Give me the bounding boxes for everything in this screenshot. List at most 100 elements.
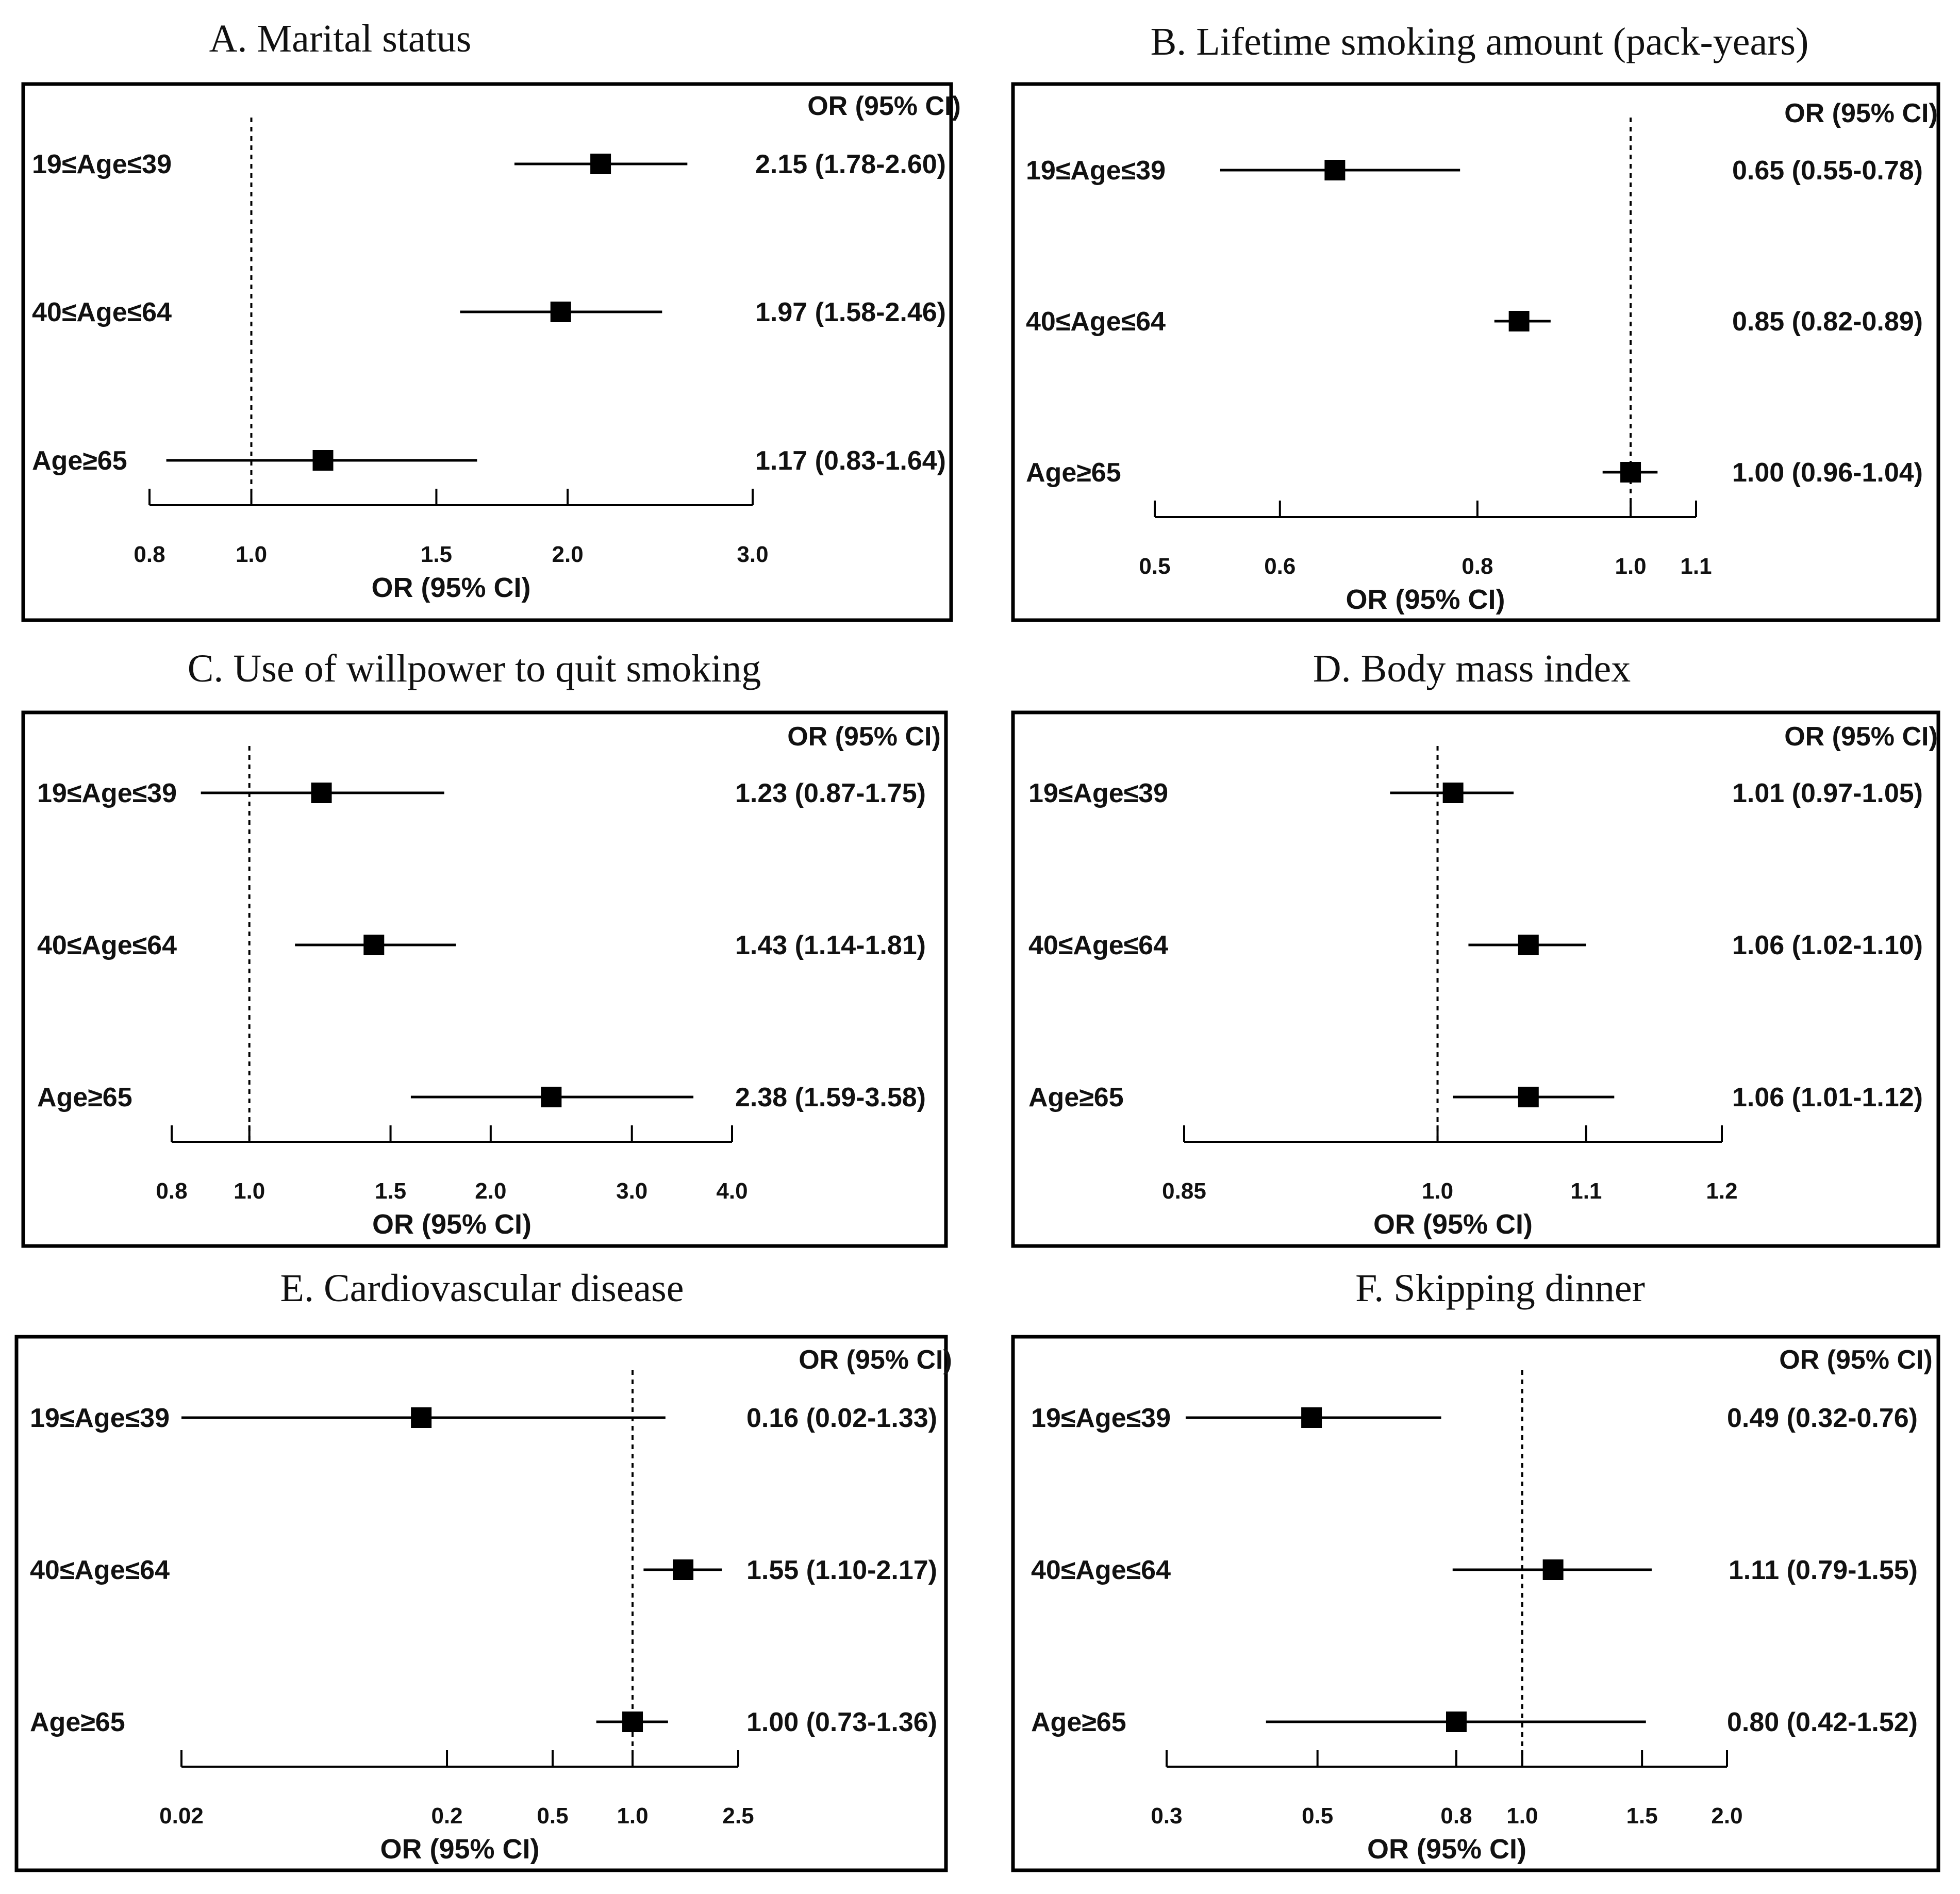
- x-axis-title: OR (95% CI): [1367, 1834, 1526, 1865]
- row-label: Age≥65: [1026, 458, 1121, 488]
- x-axis-title: OR (95% CI): [380, 1834, 539, 1865]
- or-marker: [1518, 1087, 1539, 1107]
- row-label: Age≥65: [30, 1707, 125, 1737]
- row-label: 40≤Age≤64: [1031, 1555, 1171, 1585]
- panel-frame: [21, 710, 948, 1248]
- x-tick-label: 1.1: [1680, 554, 1712, 579]
- x-tick-label: 0.5: [1302, 1803, 1333, 1829]
- x-axis-title: OR (95% CI): [1373, 1209, 1533, 1240]
- panel-frame: [1011, 82, 1940, 622]
- or-value-text: 0.65 (0.55-0.78): [1732, 156, 1923, 186]
- row-label: Age≥65: [32, 446, 127, 476]
- or-marker: [1324, 160, 1346, 180]
- row-label: 40≤Age≤64: [37, 931, 177, 960]
- x-tick-label: 3.0: [737, 542, 768, 567]
- x-tick-label: 0.3: [1151, 1803, 1182, 1829]
- x-tick-label: 0.8: [1440, 1803, 1472, 1829]
- x-tick-label: 0.6: [1264, 554, 1295, 579]
- panel-title: B. Lifetime smoking amount (pack-years): [1151, 20, 1809, 63]
- or-value-text: 1.00 (0.96-1.04): [1732, 458, 1923, 488]
- or-value-text: 1.01 (0.97-1.05): [1732, 778, 1923, 808]
- or-value-text: 1.06 (1.02-1.10): [1732, 931, 1923, 960]
- or-marker: [411, 1407, 432, 1428]
- x-tick-label: 0.5: [1139, 554, 1170, 579]
- or-value-text: 2.15 (1.78-2.60): [755, 149, 946, 179]
- x-tick-label: 0.02: [159, 1803, 204, 1829]
- or-value-text: 0.80 (0.42-1.52): [1727, 1707, 1918, 1737]
- or-marker: [1542, 1559, 1564, 1580]
- or-marker: [1518, 935, 1539, 955]
- x-tick-label: 1.0: [617, 1803, 648, 1829]
- or-value-text: 0.49 (0.32-0.76): [1727, 1403, 1918, 1433]
- x-tick-label: 1.0: [1615, 554, 1646, 579]
- or-ci-header: OR (95% CI): [1784, 722, 1938, 752]
- x-tick-label: 1.1: [1570, 1178, 1602, 1204]
- or-marker: [1508, 311, 1530, 331]
- panel-title: A. Marital status: [209, 17, 472, 60]
- row-label: 40≤Age≤64: [30, 1555, 170, 1585]
- x-tick-label: 0.8: [1461, 554, 1493, 579]
- row-label: 19≤Age≤39: [1031, 1403, 1171, 1433]
- or-marker: [541, 1087, 562, 1107]
- or-marker: [1446, 1712, 1467, 1732]
- x-tick-label: 1.5: [375, 1178, 406, 1204]
- or-ci-header: OR (95% CI): [799, 1345, 952, 1375]
- or-value-text: 0.85 (0.82-0.89): [1732, 307, 1923, 337]
- row-label: Age≥65: [37, 1083, 132, 1112]
- row-label: 19≤Age≤39: [30, 1403, 170, 1433]
- x-tick-label: 0.2: [431, 1803, 462, 1829]
- or-marker: [1301, 1407, 1322, 1428]
- or-marker: [622, 1712, 643, 1732]
- x-tick-label: 2.0: [552, 542, 584, 567]
- or-value-text: 0.16 (0.02-1.33): [746, 1403, 937, 1433]
- panel-a: A. Marital status 0.8 1.0 1.5 2.0 3.0 OR (95% …: [21, 17, 961, 622]
- row-label: 19≤Age≤39: [37, 778, 177, 808]
- row-label: 40≤Age≤64: [1028, 931, 1168, 960]
- panel-e: E. Cardiovascular disease 0.02 0.2 0.5 1.0 2.…: [14, 1267, 952, 1872]
- panel-f: F. Skipping dinner 0.3 0.5 0.8 1.0 1.5 2.0 OR (…: [1011, 1267, 1940, 1872]
- x-tick-label: 1.5: [1626, 1803, 1658, 1829]
- or-marker: [311, 783, 332, 803]
- or-value-text: 1.97 (1.58-2.46): [755, 297, 946, 327]
- panel-frame: [14, 1335, 948, 1872]
- x-tick-label: 0.5: [537, 1803, 568, 1829]
- row-label: 40≤Age≤64: [32, 297, 172, 327]
- panel-title: C. Use of willpower to quit smoking: [188, 647, 761, 690]
- or-value-text: 1.06 (1.01-1.12): [1732, 1083, 1923, 1112]
- or-marker: [590, 154, 611, 174]
- row-label: Age≥65: [1028, 1083, 1124, 1112]
- or-value-text: 1.23 (0.87-1.75): [735, 778, 926, 808]
- or-ci-header: OR (95% CI): [787, 722, 941, 752]
- or-ci-header: OR (95% CI): [1784, 98, 1938, 128]
- x-tick-label: 3.0: [616, 1178, 647, 1204]
- x-tick-label: 1.2: [1706, 1178, 1737, 1204]
- or-marker: [673, 1559, 694, 1580]
- or-marker: [550, 302, 571, 322]
- x-tick-label: 2.5: [722, 1803, 754, 1829]
- x-tick-label: 1.0: [1422, 1178, 1453, 1204]
- x-tick-label: 1.0: [1506, 1803, 1538, 1829]
- panel-d: D. Body mass index 0.85 1.0 1.1 1.2 OR (95% C…: [1011, 647, 1940, 1248]
- x-tick-label: 1.0: [234, 1178, 265, 1204]
- row-label: 19≤Age≤39: [32, 149, 172, 179]
- x-axis-title: OR (95% CI): [1346, 584, 1505, 615]
- or-marker: [312, 450, 334, 471]
- or-value-text: 1.17 (0.83-1.64): [755, 446, 946, 476]
- or-value-text: 2.38 (1.59-3.58): [735, 1083, 926, 1112]
- panel-frame: [1011, 710, 1940, 1248]
- panel-title: E. Cardiovascular disease: [280, 1267, 684, 1310]
- or-marker: [363, 935, 385, 955]
- x-tick-label: 4.0: [716, 1178, 748, 1204]
- x-tick-label: 1.5: [421, 542, 452, 567]
- x-tick-label: 0.85: [1162, 1178, 1206, 1204]
- x-tick-label: 2.0: [475, 1178, 506, 1204]
- or-ci-header: OR (95% CI): [1779, 1345, 1933, 1375]
- row-label: 19≤Age≤39: [1028, 778, 1168, 808]
- panel-frame: [21, 82, 953, 622]
- x-tick-label: 0.8: [134, 542, 165, 567]
- row-label: Age≥65: [1031, 1707, 1126, 1737]
- x-axis-title: OR (95% CI): [371, 572, 530, 603]
- or-value-text: 1.11 (0.79-1.55): [1729, 1555, 1918, 1585]
- or-value-text: 1.55 (1.10-2.17): [746, 1555, 937, 1585]
